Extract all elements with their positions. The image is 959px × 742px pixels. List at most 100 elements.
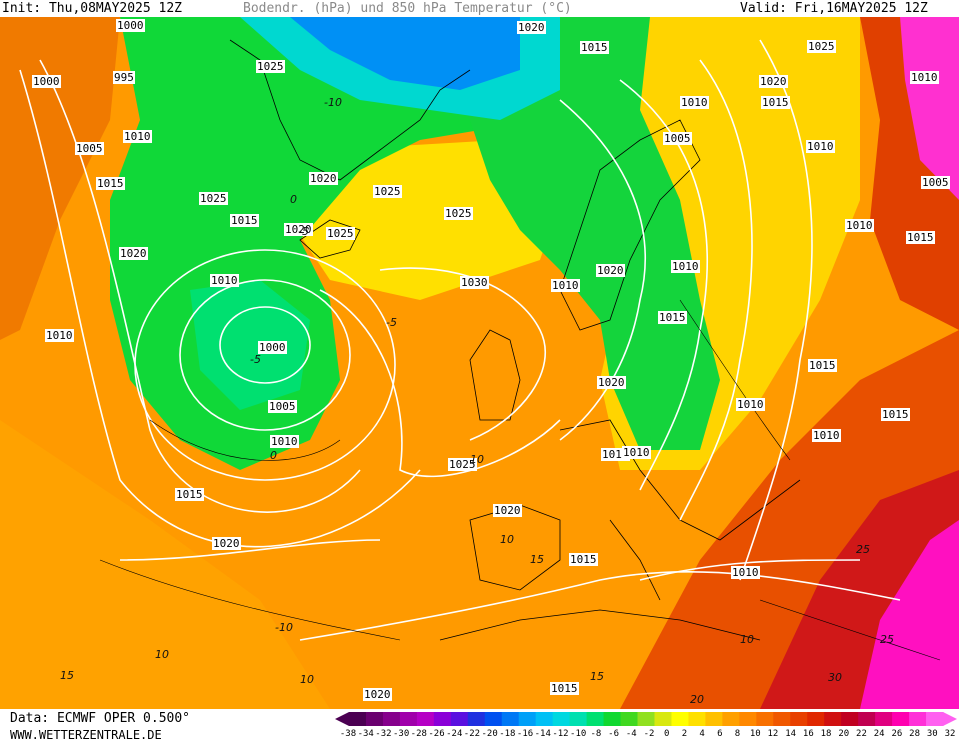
- isobar-label: 1015: [881, 408, 910, 421]
- isobar-label: 1025: [807, 40, 836, 53]
- colorbar-swatch: [756, 712, 774, 726]
- colorbar-tick-label: 12: [767, 729, 779, 739]
- isotherm-label: -5: [386, 316, 397, 329]
- isobar-label: 1010: [210, 274, 239, 287]
- colorbar-swatch: [349, 712, 367, 726]
- isobar-label: 1000: [116, 19, 145, 32]
- isotherm-label: 10: [155, 648, 169, 661]
- isobar-label: 1015: [580, 41, 609, 54]
- isobar-label: 1020: [597, 376, 626, 389]
- colorbar-swatch: [841, 712, 859, 726]
- temperature-colorbar: [335, 712, 957, 726]
- map-title: Bodendr. (hPa) und 850 hPa Temperatur (°…: [243, 1, 572, 16]
- colorbar-tick-label: 30: [926, 729, 938, 739]
- colorbar-tick-label: 18: [820, 729, 832, 739]
- colorbar-swatch: [722, 712, 740, 726]
- isobars: [19, 39, 901, 641]
- coastline-north-africa: [439, 609, 761, 641]
- isobar-label: 1015: [808, 359, 837, 372]
- isotherm-label: 10: [470, 453, 484, 466]
- colorbar-swatch: [637, 712, 655, 726]
- temperature-field-green-north: [430, 17, 720, 450]
- isobar-label: 1010: [845, 219, 874, 232]
- colorbar-swatch: [535, 712, 554, 726]
- isobar-label: 1005: [921, 176, 950, 189]
- colorbar-swatch: [773, 712, 791, 726]
- colorbar-tick-label: -34: [357, 729, 374, 739]
- isobar-label: 1015: [906, 231, 935, 244]
- isobar-label: 1010: [270, 435, 299, 448]
- colorbar-tick-label: 8: [734, 729, 741, 739]
- isotherm-label: -10: [275, 621, 293, 634]
- isobar-1030-high: [379, 267, 546, 441]
- isobar-low-1005: [179, 279, 351, 431]
- isobar-label: 1020: [517, 21, 546, 34]
- isotherm-label: 10: [740, 633, 754, 646]
- isobar-1010-southeast: [639, 559, 861, 581]
- isobar-label: 1010: [736, 398, 765, 411]
- isobar-1025-high: [319, 289, 561, 478]
- weather-map-svg: [0, 17, 959, 709]
- isotherm-line: [759, 599, 941, 661]
- colorbar-swatch: [892, 712, 910, 726]
- isobar-1015-west: [39, 59, 361, 513]
- colorbar-swatch: [467, 712, 486, 726]
- isotherm-label: -5: [298, 225, 309, 238]
- colorbar-swatch: [926, 712, 944, 726]
- isobar-label: 1020: [309, 172, 338, 185]
- isobar-label: 1010: [806, 140, 835, 153]
- colorbar-tick-label: -32: [375, 729, 392, 739]
- isobar-label: 1010: [671, 260, 700, 273]
- colorbar-tick-label: 26: [891, 729, 903, 739]
- isobar-1020-west: [19, 69, 421, 548]
- isobar-1015-south: [299, 570, 901, 641]
- isobar-label: 1030: [460, 276, 489, 289]
- temperature-field-northeast-hot: [900, 17, 959, 200]
- colorbar-swatch: [654, 712, 672, 726]
- colorbar-tick-label: -8: [590, 729, 602, 739]
- colorbar-tick-label: 4: [699, 729, 705, 739]
- isobar-label: 1010: [910, 71, 939, 84]
- isotherm-label: -5: [250, 353, 261, 366]
- coastline-italy: [609, 519, 661, 601]
- colorbar-tick-label: -26: [428, 729, 445, 739]
- weather-map: 1000 995 1000 1010 1005 1015 1025 1025 1015 1020 1…: [0, 17, 959, 709]
- isobar-label: 1015: [230, 214, 259, 227]
- valid-time: Valid: Fri,16MAY2025 12Z: [740, 1, 928, 16]
- temperature-field-southwest: [0, 420, 330, 709]
- isobar-label: 1020: [493, 504, 522, 517]
- isobar-label: 1015: [761, 96, 790, 109]
- isotherm-label: 0: [270, 449, 277, 462]
- coastline-british-isles: [469, 329, 521, 421]
- isotherm-label: 25: [880, 633, 894, 646]
- coastline-iceland: [299, 219, 361, 259]
- isobar-label: 1010: [812, 429, 841, 442]
- isobar-label: 995: [113, 71, 135, 84]
- colorbar-tick-label: -6: [608, 729, 619, 739]
- isotherm-label: 30: [828, 671, 842, 684]
- colorbar-tick-label: 10: [749, 729, 761, 739]
- isobar-label: 1020: [212, 537, 241, 550]
- colorbar-swatch: [739, 712, 757, 726]
- colorbar-tick-label: -14: [534, 729, 551, 739]
- colorbar-swatch: [705, 712, 723, 726]
- isotherm-label: 20: [690, 693, 704, 706]
- isobar-label: 1010: [45, 329, 74, 342]
- isobar-1015-east: [679, 59, 753, 521]
- isobar-label: 1015: [569, 553, 598, 566]
- colorbar-swatch: [790, 712, 808, 726]
- isobar-label: 1020: [596, 264, 625, 277]
- colorbar-swatch: [875, 712, 893, 726]
- colorbar-tick-label: 14: [785, 729, 797, 739]
- data-source: Data: ECMWF OPER 0.500°: [10, 711, 191, 726]
- isobar-label: 1010: [551, 279, 580, 292]
- isotherm-label: 0: [290, 193, 297, 206]
- isobar-label: 1015: [96, 177, 125, 190]
- isobar-1010-east: [739, 39, 813, 581]
- isobar-label: 1020: [119, 247, 148, 260]
- colorbar-tick-label: -18: [499, 729, 516, 739]
- colorbar-swatch: [433, 712, 452, 726]
- isotherm-label: 15: [530, 553, 544, 566]
- website-credit: WWW.WETTERZENTRALE.DE: [10, 728, 162, 742]
- isobar-label: 1020: [363, 688, 392, 701]
